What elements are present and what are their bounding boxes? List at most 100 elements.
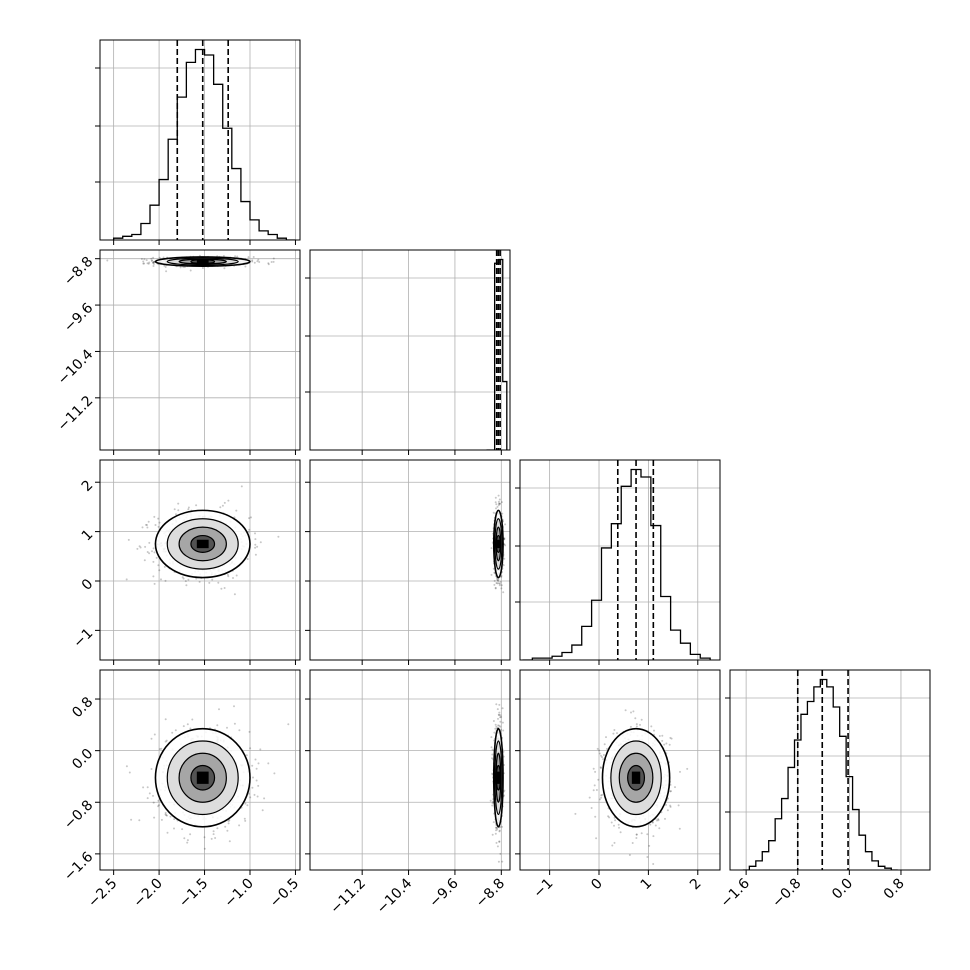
- sample-point: [153, 582, 156, 585]
- sample-point: [492, 800, 494, 803]
- sample-point: [600, 796, 603, 799]
- sample-point: [497, 504, 500, 507]
- sample-point: [630, 711, 632, 714]
- sample-point: [648, 844, 651, 847]
- sample-point: [158, 256, 161, 259]
- sample-point: [251, 786, 254, 789]
- sample-point: [632, 710, 635, 713]
- sample-point: [599, 766, 602, 769]
- sample-point: [631, 842, 634, 844]
- sample-point: [496, 708, 499, 711]
- sample-point: [670, 790, 672, 793]
- sample-point: [618, 826, 620, 829]
- sample-point: [497, 502, 500, 505]
- sample-point: [493, 731, 496, 734]
- sample-point: [496, 845, 499, 848]
- sample-point: [142, 260, 145, 263]
- sample-point: [500, 501, 503, 504]
- sample-point: [494, 496, 497, 499]
- x-tick-label: −11.2: [327, 876, 369, 918]
- sample-point: [227, 575, 230, 578]
- sample-point: [153, 260, 155, 263]
- sample-point: [233, 722, 236, 725]
- sample-point: [494, 587, 497, 590]
- sample-point: [491, 833, 494, 836]
- sample-point: [145, 523, 147, 526]
- sample-point: [233, 593, 236, 596]
- density-peak: [196, 771, 209, 784]
- sample-point: [657, 819, 660, 822]
- sample-point: [152, 261, 154, 264]
- sample-point: [198, 580, 201, 583]
- sample-point: [495, 829, 497, 832]
- sample-point: [226, 726, 228, 729]
- sample-point: [233, 705, 235, 708]
- sample-point: [157, 804, 160, 807]
- sample-point: [499, 580, 502, 583]
- sample-point: [128, 771, 131, 774]
- sample-point: [210, 837, 213, 840]
- sample-point: [183, 837, 186, 840]
- sample-point: [493, 571, 496, 574]
- panel-frame: [309, 249, 511, 451]
- sample-point: [498, 703, 501, 706]
- sample-point: [495, 725, 498, 728]
- sample-point: [221, 504, 224, 507]
- sample-point: [492, 511, 495, 514]
- sample-point: [495, 503, 498, 506]
- sample-point: [177, 502, 180, 505]
- sample-point: [652, 835, 655, 838]
- sample-point: [157, 517, 160, 520]
- sample-point: [160, 578, 162, 581]
- sample-point: [223, 501, 226, 504]
- sample-point: [497, 860, 500, 863]
- sample-point: [624, 709, 627, 712]
- sample-point: [500, 587, 503, 590]
- sample-point: [255, 767, 258, 770]
- sample-point: [665, 803, 667, 806]
- sample-point: [635, 723, 638, 726]
- sample-point: [158, 569, 161, 572]
- sample-point: [235, 574, 238, 577]
- sample-point: [501, 860, 504, 863]
- sample-point: [600, 754, 602, 757]
- sample-point: [619, 831, 622, 834]
- sample-point: [258, 261, 261, 263]
- sample-point: [222, 255, 225, 257]
- sample-point: [497, 713, 500, 716]
- histogram-step-2: [522, 468, 711, 660]
- sample-point: [164, 718, 167, 721]
- sample-point: [493, 579, 496, 582]
- sample-point: [491, 757, 493, 760]
- sample-point: [494, 586, 497, 589]
- sample-point: [598, 749, 601, 752]
- sample-point: [212, 833, 215, 836]
- sample-point: [146, 786, 149, 789]
- y-tick-label: −10.4: [55, 346, 97, 388]
- sample-point: [211, 578, 214, 581]
- sample-point: [498, 840, 501, 843]
- sample-point: [497, 500, 500, 503]
- sample-point: [686, 767, 689, 770]
- sample-point: [612, 732, 615, 735]
- sample-point: [173, 827, 175, 830]
- sample-point: [208, 581, 211, 584]
- sample-point: [503, 557, 506, 560]
- sample-point: [499, 716, 502, 719]
- sample-point: [496, 828, 499, 831]
- sample-point: [491, 748, 494, 751]
- sample-point: [150, 257, 153, 260]
- sample-point: [152, 265, 155, 267]
- sample-point: [616, 732, 618, 735]
- sample-point: [164, 813, 167, 816]
- sample-point: [259, 748, 262, 751]
- sample-point: [656, 819, 658, 822]
- sample-point: [152, 261, 155, 264]
- sample-point: [138, 545, 141, 548]
- sample-point: [125, 765, 128, 768]
- sample-point: [214, 837, 217, 839]
- sample-point: [146, 526, 149, 529]
- sample-point: [226, 829, 229, 832]
- sample-point: [607, 815, 610, 818]
- sample-point: [150, 768, 153, 770]
